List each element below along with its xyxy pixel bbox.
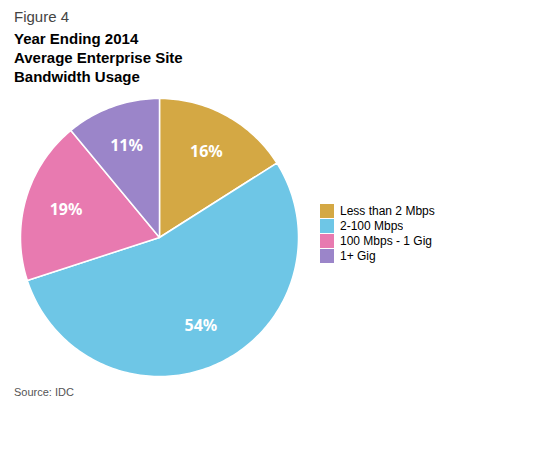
svg-text:54%: 54% bbox=[185, 314, 218, 336]
svg-text:16%: 16% bbox=[190, 140, 223, 162]
html-text:Less than 2 Mbps: Less than 2 Mbps bbox=[340, 204, 435, 218]
html-text:1+ Gig: 1+ Gig bbox=[340, 249, 376, 263]
svg-text:19%: 19% bbox=[50, 198, 83, 220]
html-text:2-100 Mbps: 2-100 Mbps bbox=[340, 219, 404, 233]
html-text:Figure 4: Figure 4 bbox=[14, 8, 69, 25]
html-text:100 Mbps - 1 Gig: 100 Mbps - 1 Gig bbox=[340, 234, 432, 248]
html-text:Year Ending 2014 Average Enter: Year Ending 2014 Average Enterprise Site… bbox=[14, 30, 183, 85]
html-text:Source: IDC: Source: IDC bbox=[14, 386, 74, 398]
svg-text:11%: 11% bbox=[110, 134, 143, 156]
